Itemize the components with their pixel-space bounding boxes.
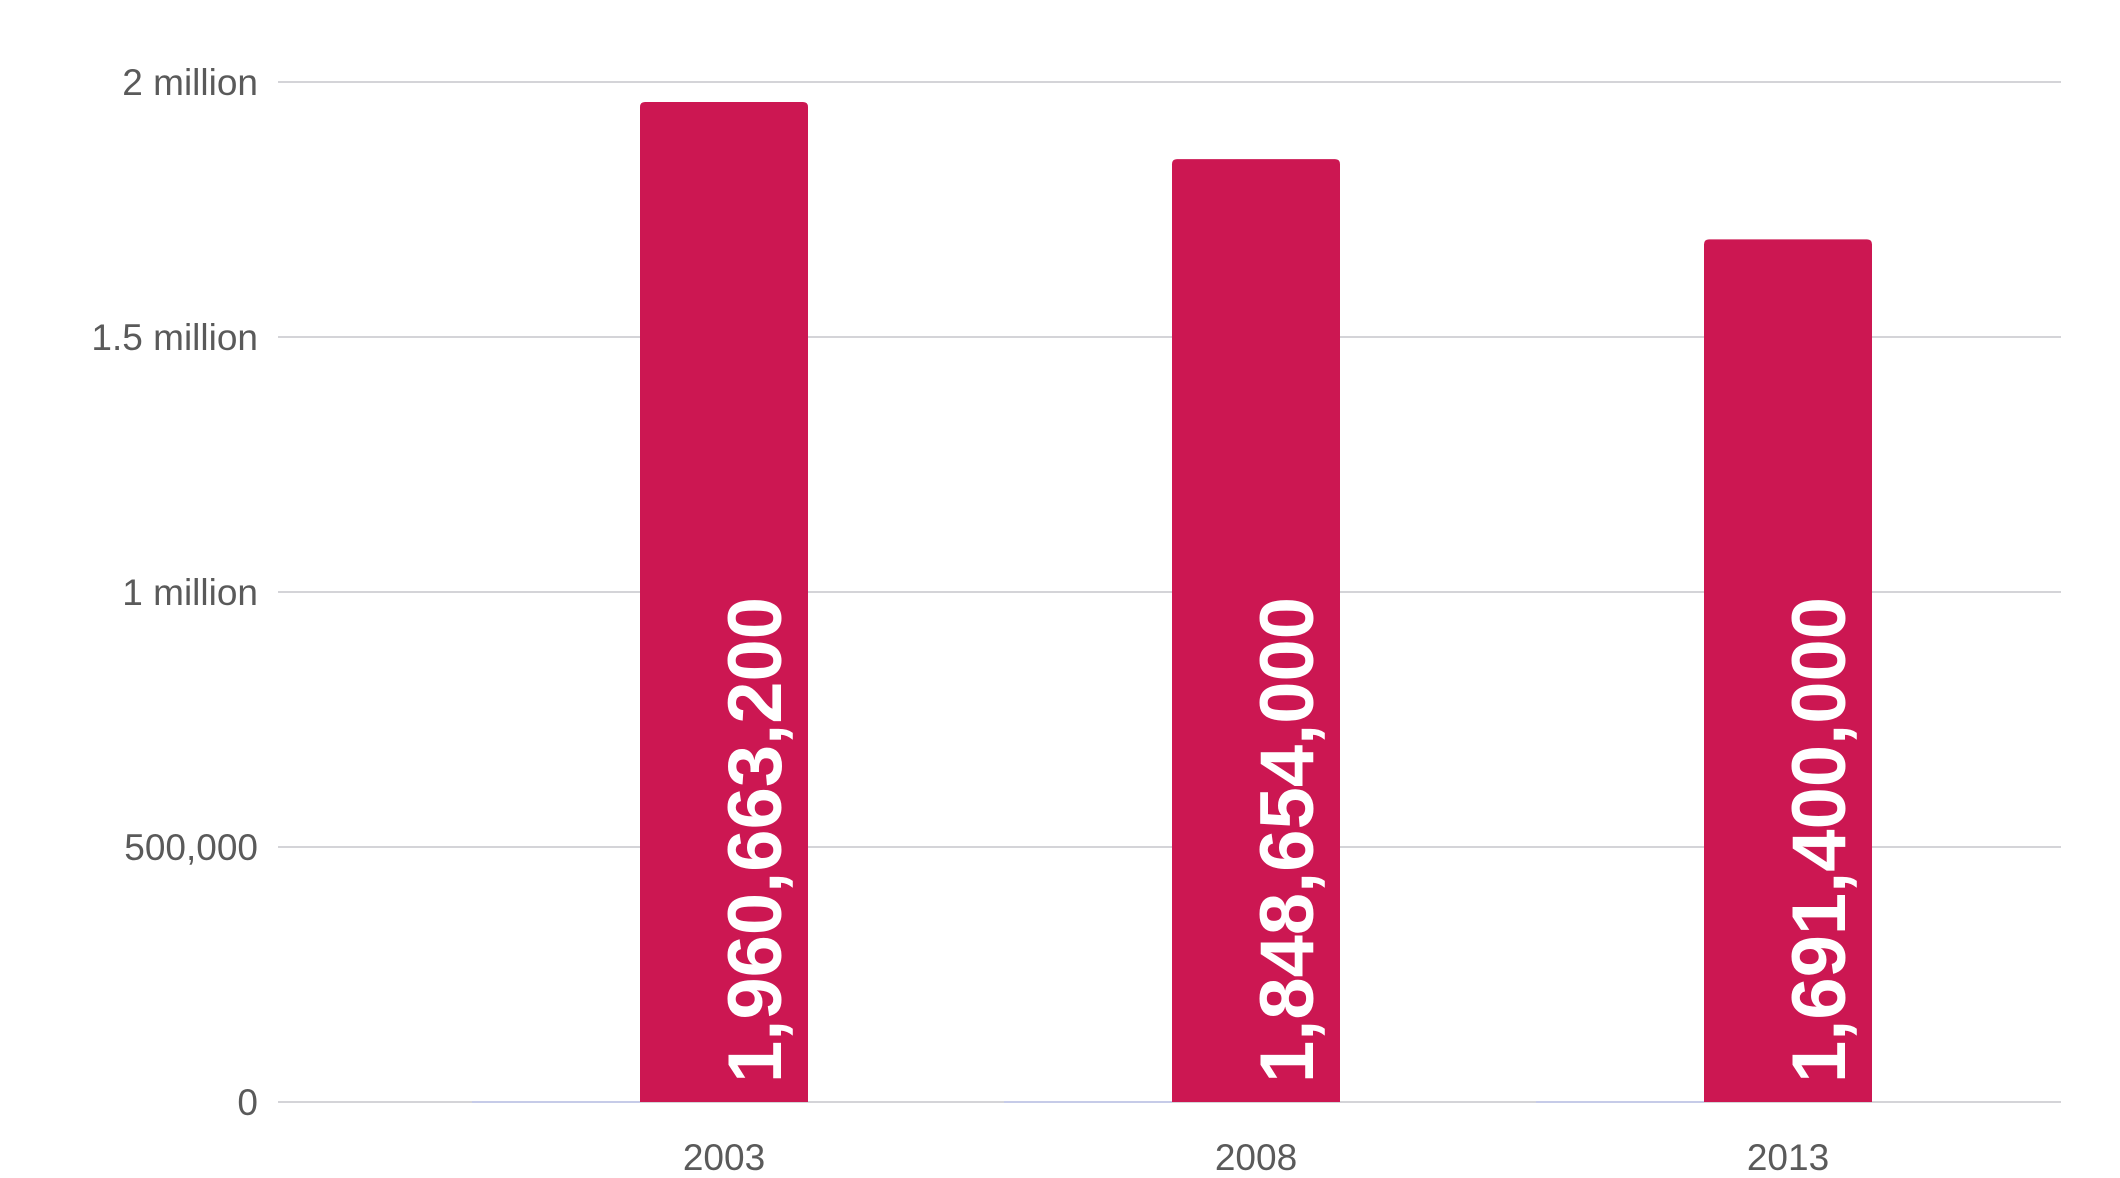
y-axis-tick-labels: 0 500,000 1 million 1.5 million 2 million	[91, 62, 258, 1123]
data-labels: 1,960,663,200 1,848,654,000 1,691,400,000	[713, 597, 1862, 1083]
x-tick-label: 2003	[683, 1137, 765, 1178]
bar-2008	[1172, 159, 1340, 1102]
bar-2013-zero	[1536, 1101, 1704, 1103]
x-axis-tick-labels: 2003 2008 2013	[683, 1137, 1829, 1178]
data-label-2013: 1,691,400,000	[1777, 597, 1862, 1083]
data-label-2003: 1,960,663,200	[713, 597, 798, 1083]
y-tick-label: 1 million	[122, 572, 258, 613]
bar-2003-zero	[472, 1101, 640, 1103]
y-tick-label: 0	[237, 1082, 258, 1123]
y-tick-label: 2 million	[122, 62, 258, 103]
bars	[472, 102, 1872, 1103]
bar-2003	[640, 102, 808, 1102]
x-tick-label: 2013	[1747, 1137, 1829, 1178]
data-label-2008: 1,848,654,000	[1245, 597, 1330, 1083]
y-tick-label: 500,000	[124, 827, 258, 868]
bar-2013	[1704, 239, 1872, 1103]
y-tick-label: 1.5 million	[91, 317, 258, 358]
bar-2008-zero	[1004, 1101, 1172, 1103]
x-tick-label: 2008	[1215, 1137, 1297, 1178]
